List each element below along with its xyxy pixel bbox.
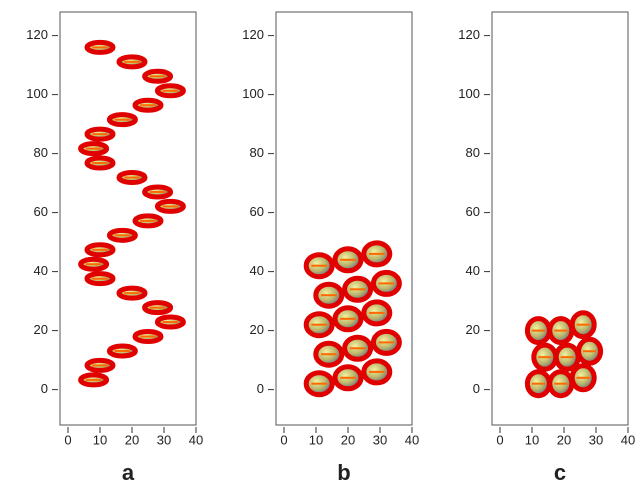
x-tick-label: 40 [405, 432, 419, 447]
y-tick-label: 80 [466, 145, 480, 160]
y-tick-label: 120 [26, 27, 48, 42]
x-tick-label: 40 [621, 432, 635, 447]
panel-label: a [122, 460, 135, 485]
y-tick-label: 40 [466, 263, 480, 278]
panel-label: b [337, 460, 350, 485]
y-tick-label: 120 [458, 27, 480, 42]
panel: 0 20 40 60 80 100 120 0 10 20 30 40 a [26, 12, 203, 485]
figure: 020406080100120010203040a020406080100120… [0, 0, 643, 488]
x-tick-label: 30 [157, 432, 171, 447]
plot-frame [276, 12, 412, 425]
y-tick-label: 60 [250, 204, 264, 219]
y-tick-label: 0 [473, 381, 480, 396]
y-tick-label: 20 [466, 322, 480, 337]
x-tick-label: 20 [125, 432, 139, 447]
x-tick-label: 30 [373, 432, 387, 447]
y-tick-label: 20 [250, 322, 264, 337]
x-tick-label: 0 [496, 432, 503, 447]
x-tick-label: 0 [280, 432, 287, 447]
y-tick-label: 60 [34, 204, 48, 219]
x-tick-label: 20 [557, 432, 571, 447]
y-tick-label: 40 [34, 263, 48, 278]
x-tick-label: 10 [93, 432, 107, 447]
x-tick-label: 10 [525, 432, 539, 447]
page: {"panels": [ {"label": "a", "xlim": [-2.… [0, 0, 643, 488]
y-tick-label: 80 [34, 145, 48, 160]
x-tick-label: 20 [341, 432, 355, 447]
x-tick-label: 10 [309, 432, 323, 447]
y-tick-label: 100 [26, 86, 48, 101]
x-tick-label: 30 [589, 432, 603, 447]
y-tick-label: 0 [41, 381, 48, 396]
y-tick-label: 20 [34, 322, 48, 337]
y-tick-label: 120 [242, 27, 264, 42]
panel: 0 20 40 60 80 100 120 0 10 20 30 40 b [242, 12, 419, 485]
y-tick-label: 100 [242, 86, 264, 101]
x-tick-label: 40 [189, 432, 203, 447]
plot-frame [60, 12, 196, 425]
y-tick-label: 60 [466, 204, 480, 219]
y-tick-label: 40 [250, 263, 264, 278]
x-tick-label: 0 [64, 432, 71, 447]
y-tick-label: 0 [257, 381, 264, 396]
panel-label: c [554, 460, 566, 485]
y-tick-label: 80 [250, 145, 264, 160]
panel: 0 20 40 60 80 100 120 0 10 20 30 40 c [458, 12, 635, 485]
y-tick-label: 100 [458, 86, 480, 101]
